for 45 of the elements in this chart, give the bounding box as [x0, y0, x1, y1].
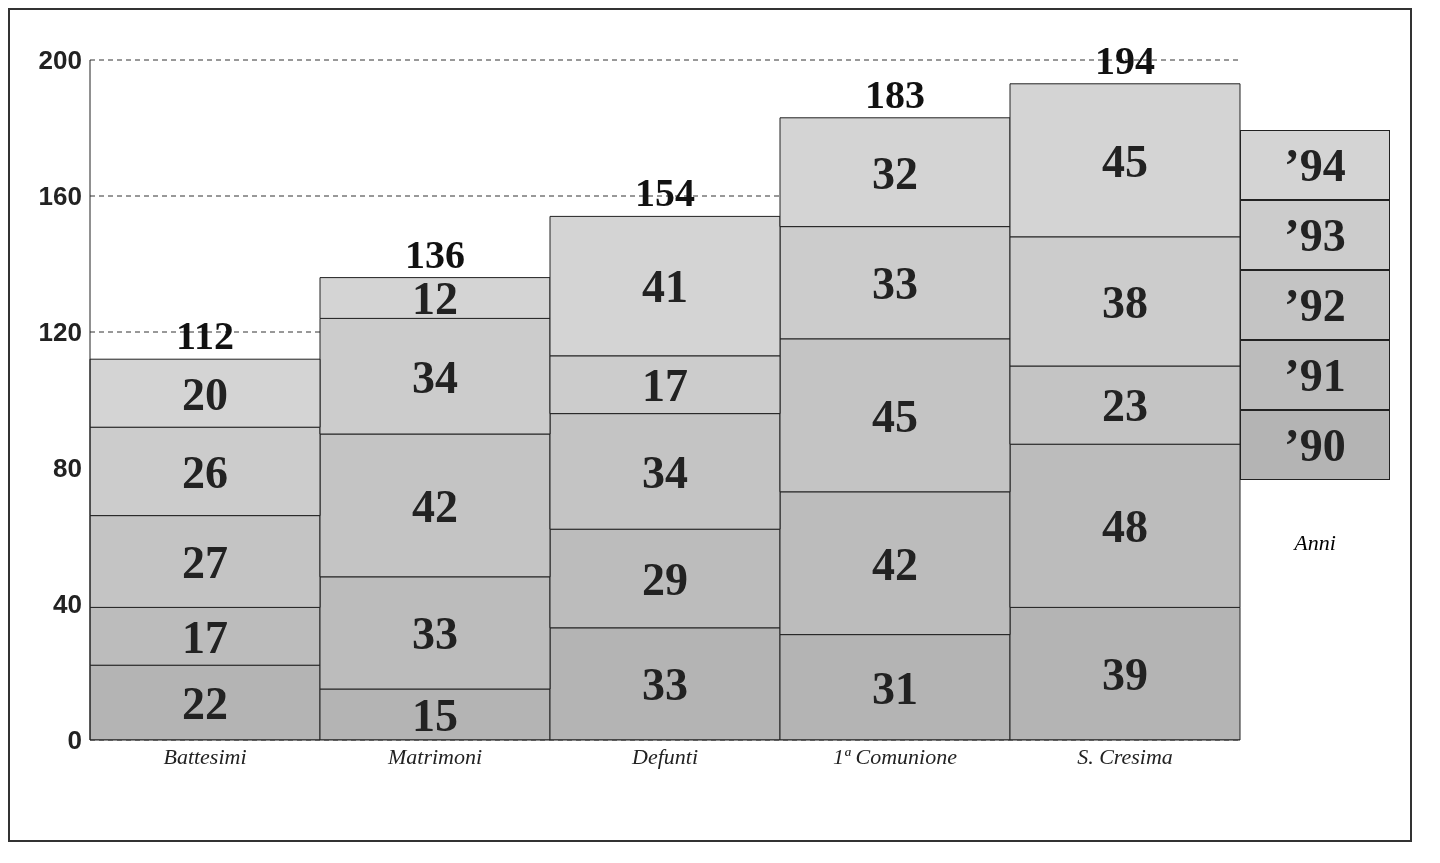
data-label: 20 [182, 368, 228, 420]
x-tick-label: Battesimi [163, 743, 247, 769]
data-label: 33 [642, 659, 688, 711]
data-label: 26 [182, 446, 228, 498]
data-label: 33 [872, 258, 918, 310]
data-label: 45 [872, 390, 918, 442]
series-label: ’94 [1240, 130, 1390, 200]
data-label: 29 [642, 553, 688, 605]
data-label: 27 [182, 536, 228, 588]
total-label: 154 [635, 170, 695, 216]
data-label: 45 [1102, 135, 1148, 187]
total-label: 112 [176, 313, 234, 359]
data-label: 38 [1102, 276, 1148, 328]
legend-label: ’92 [1240, 270, 1390, 340]
data-label: 33 [412, 608, 458, 660]
data-label: 34 [642, 446, 688, 498]
x-tick-label: Defunti [631, 743, 698, 769]
data-label: 34 [412, 351, 458, 403]
y-tick-label: 200 [38, 45, 82, 76]
legend-title: Anni [1292, 530, 1337, 556]
data-label: 31 [872, 662, 918, 714]
data-label: 48 [1102, 501, 1148, 553]
y-tick-label: 160 [38, 181, 82, 212]
data-label: 41 [642, 261, 688, 313]
data-label: 39 [1102, 649, 1148, 701]
y-tick-label: 80 [53, 453, 82, 484]
y-tick-label: 0 [67, 725, 82, 756]
x-tick-label: S. Cresima [1077, 743, 1173, 769]
data-label: 42 [872, 538, 918, 590]
y-tick-label: 40 [53, 589, 82, 620]
data-label: 42 [412, 480, 458, 532]
y-tick-label: 120 [38, 317, 82, 348]
data-label: 32 [872, 147, 918, 199]
data-label: 17 [642, 360, 688, 412]
data-label: 23 [1102, 380, 1148, 432]
legend-label: ’93 [1240, 200, 1390, 270]
total-label: 194 [1095, 37, 1155, 83]
x-tick-label: 1ª Comunione [832, 743, 958, 769]
data-label: 15 [412, 689, 458, 741]
x-tick-label: Matrimoni [386, 743, 483, 769]
data-label: 17 [182, 611, 228, 663]
data-label: 22 [182, 677, 228, 729]
legend-label: ’90 [1240, 410, 1390, 480]
legend-label: ’91 [1240, 340, 1390, 410]
total-label: 183 [865, 71, 925, 117]
